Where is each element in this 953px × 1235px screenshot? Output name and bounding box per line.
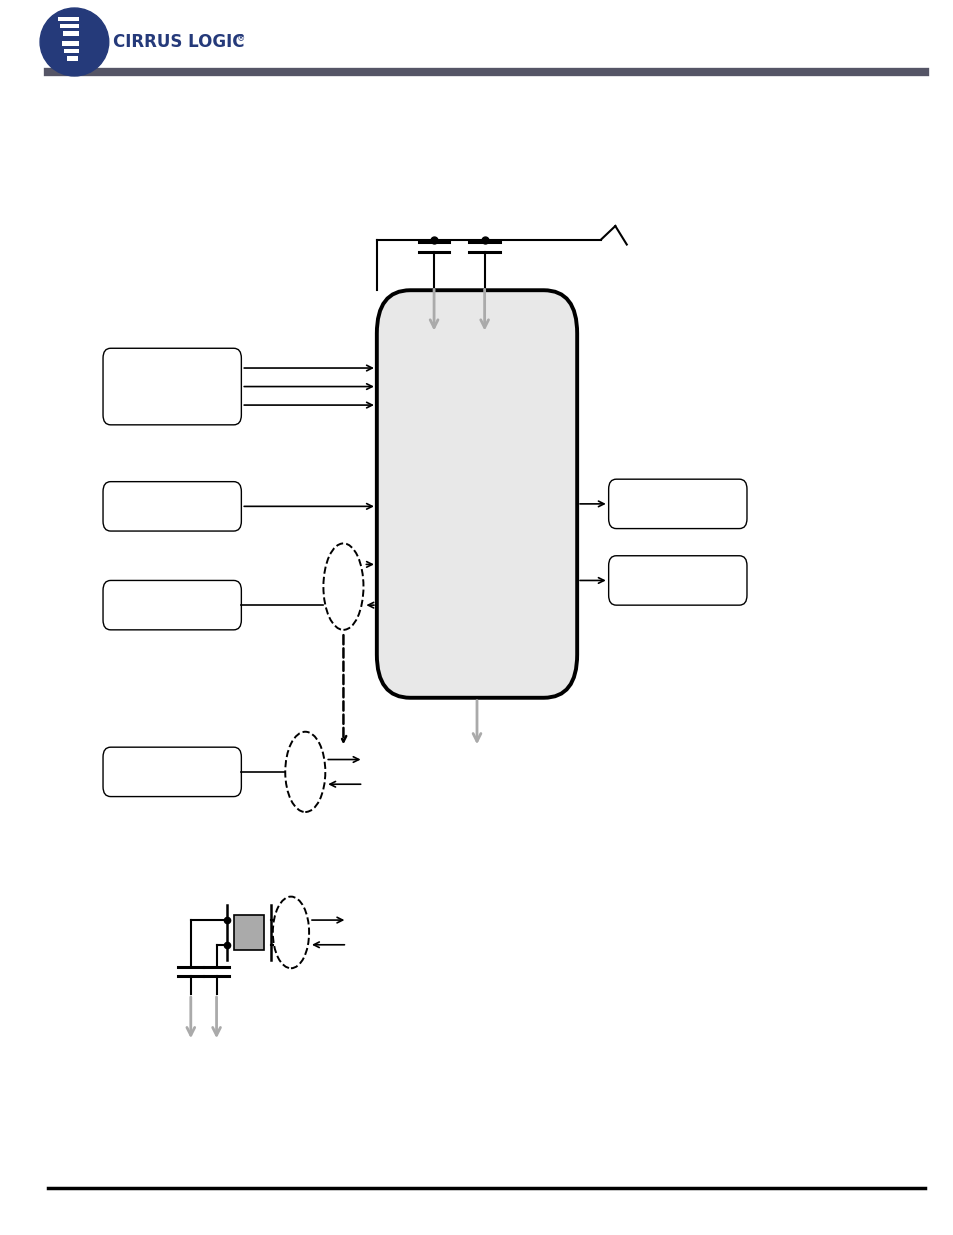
FancyBboxPatch shape — [67, 57, 78, 61]
FancyBboxPatch shape — [58, 17, 79, 21]
FancyBboxPatch shape — [103, 580, 241, 630]
Text: ®: ® — [236, 33, 245, 43]
FancyBboxPatch shape — [376, 290, 577, 698]
FancyBboxPatch shape — [60, 25, 79, 28]
FancyBboxPatch shape — [63, 32, 79, 36]
FancyBboxPatch shape — [62, 42, 79, 46]
FancyBboxPatch shape — [103, 348, 241, 425]
Ellipse shape — [40, 7, 109, 77]
Text: CIRRUS LOGIC: CIRRUS LOGIC — [112, 33, 244, 51]
FancyBboxPatch shape — [103, 747, 241, 797]
FancyBboxPatch shape — [608, 556, 746, 605]
FancyBboxPatch shape — [103, 482, 241, 531]
FancyBboxPatch shape — [608, 479, 746, 529]
FancyBboxPatch shape — [233, 915, 264, 950]
FancyBboxPatch shape — [64, 49, 78, 53]
